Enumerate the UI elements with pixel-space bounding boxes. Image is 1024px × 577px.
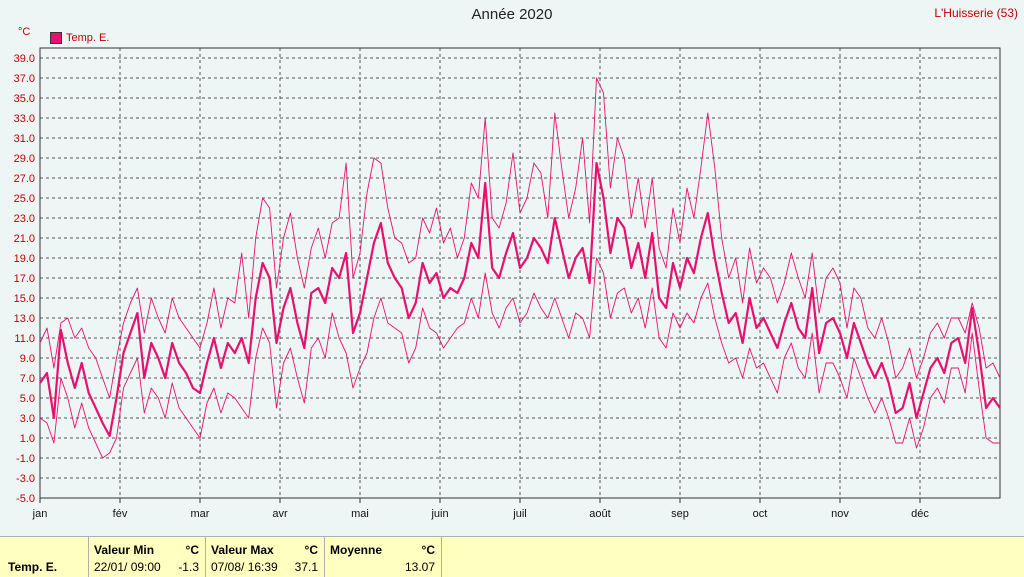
x-tick-label: mar [191, 508, 210, 520]
stats-min-cell: Valeur Min °C 22/01/ 09:00 -1.3 [88, 537, 206, 577]
stats-min-label: Valeur Min [94, 543, 155, 557]
y-tick-label: 33.0 [14, 113, 35, 125]
y-tick-label: 25.0 [14, 193, 35, 205]
y-tick-label: 13.0 [14, 313, 35, 325]
y-tick-label: 11.0 [14, 333, 35, 345]
series-line-max [39, 77, 1001, 399]
x-tick-label: jan [32, 508, 48, 520]
y-tick-label: 23.0 [14, 213, 35, 225]
x-tick-label: juil [512, 508, 526, 520]
y-axis-unit: °C [18, 26, 31, 38]
x-tick-label: août [589, 508, 610, 520]
stats-max-value: 37.1 [294, 560, 318, 574]
stats-series-label: Temp. E. [8, 560, 58, 574]
y-tick-label: 31.0 [14, 133, 35, 145]
y-tick-label: 9.0 [20, 353, 35, 365]
y-tick-label: 1.0 [20, 433, 35, 445]
y-tick-label: 19.0 [14, 253, 35, 265]
series-line-mean [39, 161, 1001, 438]
y-tick-label: 27.0 [14, 173, 35, 185]
x-tick-label: mai [351, 508, 369, 520]
legend: Temp. E. [50, 32, 109, 44]
series-line-min [39, 257, 1000, 459]
x-tick-label: sep [671, 508, 689, 520]
y-tick-label: 35.0 [14, 93, 35, 105]
y-tick-label: -3.0 [16, 473, 35, 485]
y-tick-label: -1.0 [16, 453, 35, 465]
y-tick-label: 17.0 [14, 273, 35, 285]
stats-avg-unit: °C [421, 543, 435, 557]
stats-min-unit: °C [185, 543, 199, 557]
station-name: L'Huisserie (53) [934, 6, 1018, 20]
stats-series-cell: Temp. E. [0, 537, 89, 577]
y-tick-label: 5.0 [20, 393, 35, 405]
y-tick-label: -5.0 [16, 493, 35, 505]
x-tick-label: fév [113, 508, 128, 520]
chart-title: Année 2020 [471, 6, 553, 23]
x-tick-label: oct [753, 508, 768, 520]
y-tick-label: 37.0 [14, 73, 35, 85]
stats-min-date: 22/01/ 09:00 [94, 560, 161, 574]
x-tick-label: nov [831, 508, 849, 520]
y-tick-label: 15.0 [14, 293, 35, 305]
stats-avg-cell: Moyenne °C 13.07 [324, 537, 442, 577]
stats-max-cell: Valeur Max °C 07/08/ 16:39 37.1 [205, 537, 325, 577]
stats-max-date: 07/08/ 16:39 [211, 560, 278, 574]
y-tick-label: 29.0 [14, 153, 35, 165]
stats-max-label: Valeur Max [211, 543, 274, 557]
stats-avg-label: Moyenne [330, 543, 383, 557]
y-tick-label: 21.0 [14, 233, 35, 245]
y-tick-label: 39.0 [14, 53, 35, 65]
legend-swatch [50, 32, 62, 44]
y-tick-label: 7.0 [20, 373, 35, 385]
x-tick-label: avr [272, 508, 288, 520]
plot-frame [39, 47, 1001, 499]
legend-label: Temp. E. [66, 32, 110, 44]
stats-max-unit: °C [304, 543, 318, 557]
temperature-chart: 39.0 37.0 35.0 33.0 31.0 29.0 27.0 25.0 23.0 21.0… [14, 47, 1001, 520]
stats-min-value: -1.3 [178, 560, 199, 574]
x-tick-label: déc [911, 508, 929, 520]
stats-bar: Temp. E. Valeur Min °C 22/01/ 09:00 -1.3… [0, 536, 1024, 577]
x-tick-label: juin [430, 508, 448, 520]
stats-avg-value: 13.07 [404, 560, 435, 574]
y-tick-label: 3.0 [20, 413, 35, 425]
